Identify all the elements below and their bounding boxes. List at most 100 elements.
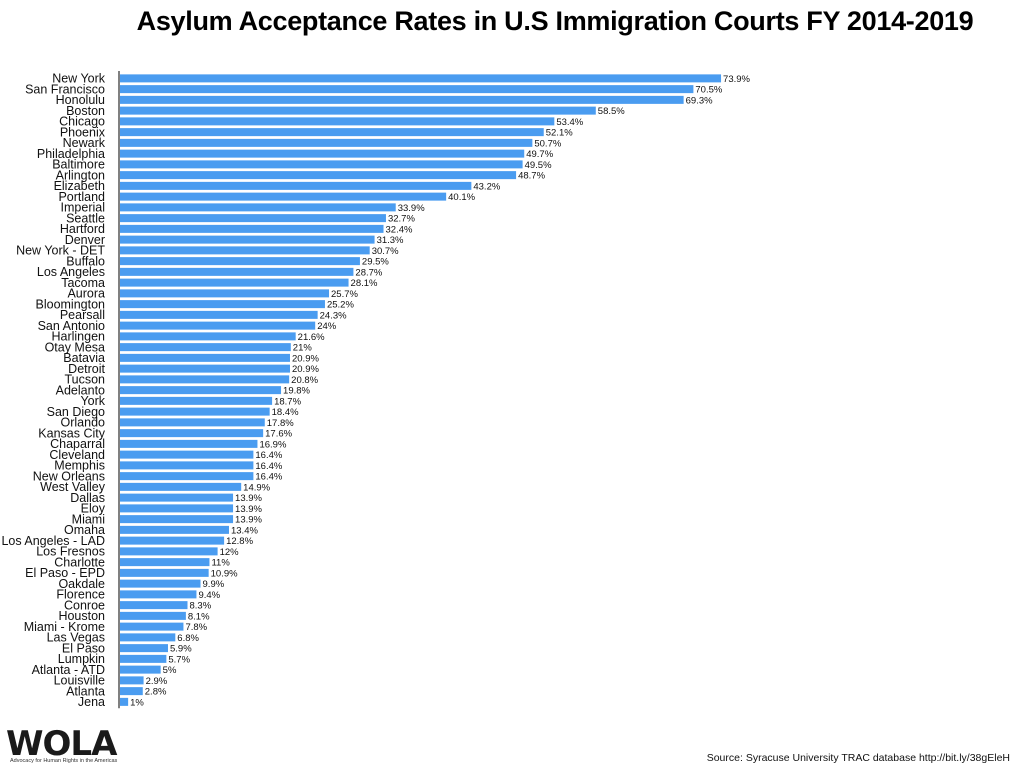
category-label: Cleveland	[49, 448, 105, 462]
category-label: San Diego	[47, 405, 105, 419]
category-label: Adelanto	[56, 383, 105, 397]
category-label: Oakdale	[58, 577, 105, 591]
bar	[120, 622, 184, 631]
bar	[120, 644, 168, 653]
bar	[120, 407, 270, 416]
value-label: 43.2%	[473, 181, 500, 192]
value-label: 13.4%	[231, 525, 258, 536]
value-label: 16.9%	[259, 439, 286, 450]
category-label: Newark	[63, 136, 106, 150]
category-label: Dallas	[70, 491, 105, 505]
logo-tagline: Advocacy for Human Rights in the America…	[10, 758, 118, 764]
bar	[120, 95, 684, 104]
wola-logo: WOLA Advocacy for Human Rights in the Am…	[6, 724, 118, 768]
value-label: 24%	[317, 321, 337, 332]
bar	[120, 214, 386, 223]
value-label: 2.8%	[145, 687, 167, 698]
value-label: 16.4%	[255, 472, 282, 483]
bar	[120, 364, 290, 373]
bar	[120, 579, 201, 588]
category-label: Kansas City	[38, 426, 105, 440]
category-label: Orlando	[61, 416, 106, 430]
bar	[120, 74, 722, 83]
bar	[120, 278, 349, 287]
value-label: 33.9%	[398, 203, 425, 214]
value-label: 24.3%	[320, 310, 347, 321]
bar	[120, 429, 264, 438]
category-label: El Paso	[62, 641, 105, 655]
category-label: Tacoma	[61, 276, 105, 290]
value-label: 5.9%	[170, 644, 192, 655]
value-label: 14.9%	[243, 482, 270, 493]
category-label: Chicago	[59, 115, 105, 129]
category-label: Philadelphia	[37, 147, 105, 161]
bar	[120, 149, 525, 158]
category-label: Batavia	[63, 351, 105, 365]
category-label: Hartford	[60, 222, 105, 236]
bar	[120, 343, 291, 352]
bar	[120, 665, 161, 674]
bar	[120, 590, 197, 599]
bar	[120, 633, 176, 642]
bar	[120, 611, 186, 620]
value-label: 49.5%	[525, 160, 552, 171]
value-label: 5%	[163, 665, 177, 676]
value-label: 8.1%	[188, 611, 210, 622]
bar	[120, 267, 354, 276]
value-label: 6.8%	[177, 633, 199, 644]
bar	[120, 235, 375, 244]
bar	[120, 246, 370, 255]
value-label: 30.7%	[372, 246, 399, 257]
value-label: 12%	[220, 547, 240, 558]
source-note: Source: Syracuse University TRAC databas…	[706, 752, 1010, 764]
category-label: New York - DET	[16, 244, 105, 258]
category-label: Imperial	[61, 201, 105, 215]
value-label: 32.4%	[386, 224, 413, 235]
category-label: Houston	[58, 609, 105, 623]
value-label: 5.7%	[168, 654, 190, 665]
category-label: Bloomington	[36, 297, 106, 311]
bar	[120, 138, 533, 147]
category-label: Boston	[66, 104, 105, 118]
category-label: Memphis	[54, 459, 105, 473]
value-label: 11%	[211, 558, 230, 569]
value-label: 32.7%	[388, 214, 415, 225]
bar	[120, 332, 296, 341]
bar	[120, 117, 555, 126]
bar	[120, 536, 225, 545]
value-label: 70.5%	[695, 85, 722, 96]
bar	[120, 450, 254, 459]
value-label: 20.9%	[292, 353, 319, 364]
value-label: 12.8%	[226, 536, 253, 547]
bar	[120, 160, 523, 169]
category-label: Detroit	[68, 362, 105, 376]
category-label: Elizabeth	[54, 179, 105, 193]
bar	[120, 396, 273, 405]
bar	[120, 568, 209, 577]
bar	[120, 472, 254, 481]
bar	[120, 85, 694, 94]
bar	[120, 654, 167, 663]
category-label: Charlotte	[54, 555, 105, 569]
bar	[120, 128, 544, 137]
category-label: Florence	[56, 588, 105, 602]
bar	[120, 482, 242, 491]
bar	[120, 181, 472, 190]
category-label: Chaparral	[50, 437, 105, 451]
bar	[120, 439, 258, 448]
category-label: Baltimore	[52, 158, 105, 172]
value-label: 20.8%	[291, 375, 318, 386]
bar	[120, 676, 144, 685]
category-label: El Paso - EPD	[25, 566, 105, 580]
value-label: 53.4%	[556, 117, 583, 128]
bar	[120, 687, 143, 696]
category-label: Atlanta	[66, 684, 105, 698]
bar	[120, 515, 234, 524]
logo-text: WOLA	[6, 724, 117, 764]
value-label: 20.9%	[292, 364, 319, 375]
value-label: 58.5%	[598, 106, 625, 117]
value-label: 18.7%	[274, 396, 301, 407]
value-label: 48.7%	[518, 171, 545, 182]
category-label: Louisville	[54, 674, 105, 688]
